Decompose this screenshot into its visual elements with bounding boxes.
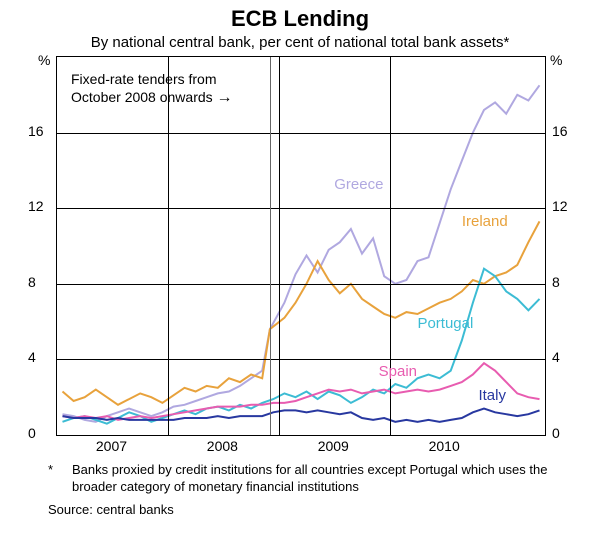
series-label-ireland: Ireland bbox=[462, 213, 508, 230]
x-tick: 2009 bbox=[318, 438, 349, 454]
y-tick-left: 8 bbox=[28, 274, 36, 290]
y-tick-right: 16 bbox=[552, 123, 568, 139]
gridline-h bbox=[57, 208, 545, 209]
y-tick-right: 8 bbox=[552, 274, 560, 290]
annotation-line1: Fixed-rate tenders from bbox=[71, 71, 217, 87]
gridline-h bbox=[57, 133, 545, 134]
y-tick-left: 0 bbox=[28, 425, 36, 441]
y-unit-left: % bbox=[38, 52, 50, 68]
y-unit-right: % bbox=[550, 52, 562, 68]
y-tick-right: 12 bbox=[552, 198, 568, 214]
gridline-v bbox=[279, 57, 280, 435]
series-label-greece: Greece bbox=[334, 176, 383, 193]
series-label-italy: Italy bbox=[478, 387, 506, 404]
gridline-h bbox=[57, 359, 545, 360]
annotation-line2: October 2008 onwards bbox=[71, 89, 213, 105]
source: Source: central banks bbox=[48, 502, 174, 517]
y-tick-left: 4 bbox=[28, 349, 36, 365]
x-tick: 2008 bbox=[207, 438, 238, 454]
series-svg bbox=[57, 57, 545, 435]
series-greece bbox=[63, 85, 540, 422]
gridline-v bbox=[168, 57, 169, 435]
footnote: *Banks proxied by credit institutions fo… bbox=[48, 462, 568, 496]
y-tick-right: 0 bbox=[552, 425, 560, 441]
chart-subtitle: By national central bank, per cent of na… bbox=[0, 32, 600, 51]
y-tick-left: 16 bbox=[28, 123, 44, 139]
series-label-portugal: Portugal bbox=[417, 315, 473, 332]
chart-container: ECB Lending By national central bank, pe… bbox=[0, 0, 600, 536]
x-tick: 2010 bbox=[429, 438, 460, 454]
annotation-text: Fixed-rate tenders from October 2008 onwa… bbox=[71, 71, 233, 107]
y-tick-right: 4 bbox=[552, 349, 560, 365]
y-tick-left: 12 bbox=[28, 198, 44, 214]
gridline-h bbox=[57, 284, 545, 285]
series-label-spain: Spain bbox=[379, 363, 417, 380]
footnote-text: Banks proxied by credit institutions for… bbox=[72, 462, 562, 496]
plot-area: Fixed-rate tenders from October 2008 onwa… bbox=[56, 56, 546, 436]
source-text: central banks bbox=[96, 502, 173, 517]
chart-title: ECB Lending bbox=[0, 0, 600, 32]
annotation-vline bbox=[270, 57, 271, 435]
footnote-marker: * bbox=[48, 462, 72, 479]
arrow-right-icon: → bbox=[217, 89, 233, 106]
x-tick: 2007 bbox=[96, 438, 127, 454]
source-label: Source: bbox=[48, 502, 93, 517]
